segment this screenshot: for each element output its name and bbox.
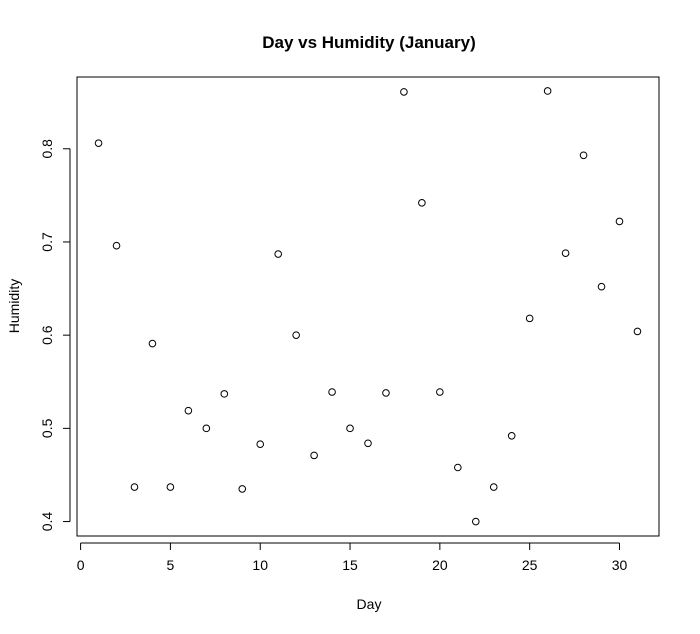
data-point bbox=[346, 424, 354, 433]
data-point bbox=[364, 439, 372, 448]
x-tick-label: 10 bbox=[252, 557, 268, 573]
y-tick-label: 0.8 bbox=[39, 139, 55, 159]
data-point bbox=[471, 517, 480, 526]
data-point bbox=[328, 388, 336, 396]
data-point bbox=[543, 87, 552, 95]
y-axis: 0.4 0.5 0.6 0.7 0.8 bbox=[39, 139, 71, 532]
data-point bbox=[130, 483, 139, 491]
data-point bbox=[525, 314, 534, 323]
data-point bbox=[310, 451, 318, 460]
data-point bbox=[238, 485, 247, 493]
data-point bbox=[220, 390, 229, 398]
data-point bbox=[274, 250, 282, 258]
data-point bbox=[184, 406, 193, 415]
data-point bbox=[418, 199, 426, 207]
data-point bbox=[292, 331, 300, 339]
data-points bbox=[94, 87, 642, 526]
data-point bbox=[94, 139, 103, 147]
x-tick-label: 25 bbox=[522, 557, 538, 573]
y-tick-label: 0.5 bbox=[39, 418, 55, 438]
data-point bbox=[436, 388, 444, 396]
data-point bbox=[507, 432, 516, 440]
data-point bbox=[166, 483, 175, 491]
data-point bbox=[454, 463, 462, 472]
x-tick-label: 0 bbox=[77, 557, 85, 573]
data-point bbox=[561, 249, 570, 257]
x-tick-label: 20 bbox=[432, 557, 448, 573]
chart-title: Day vs Humidity (January) bbox=[262, 33, 476, 52]
data-point bbox=[112, 241, 121, 250]
data-point bbox=[382, 389, 390, 397]
y-tick-label: 0.4 bbox=[39, 512, 55, 532]
x-tick-label: 30 bbox=[612, 557, 628, 573]
x-axis: 0 5 10 15 20 25 30 bbox=[77, 542, 628, 573]
data-point bbox=[615, 217, 624, 226]
data-point bbox=[489, 483, 498, 491]
plot-area-frame bbox=[76, 76, 660, 537]
data-point bbox=[148, 339, 157, 348]
data-point bbox=[633, 327, 642, 336]
y-tick-label: 0.7 bbox=[39, 232, 55, 252]
data-point bbox=[400, 88, 408, 96]
data-point bbox=[202, 424, 211, 433]
x-tick-label: 5 bbox=[167, 557, 175, 573]
data-point bbox=[597, 282, 606, 291]
x-axis-label: Day bbox=[357, 596, 382, 612]
data-point bbox=[579, 151, 588, 160]
data-point bbox=[256, 440, 265, 449]
y-axis-label: Humidity bbox=[6, 279, 22, 333]
y-tick-label: 0.6 bbox=[39, 325, 55, 345]
x-tick-label: 15 bbox=[342, 557, 358, 573]
